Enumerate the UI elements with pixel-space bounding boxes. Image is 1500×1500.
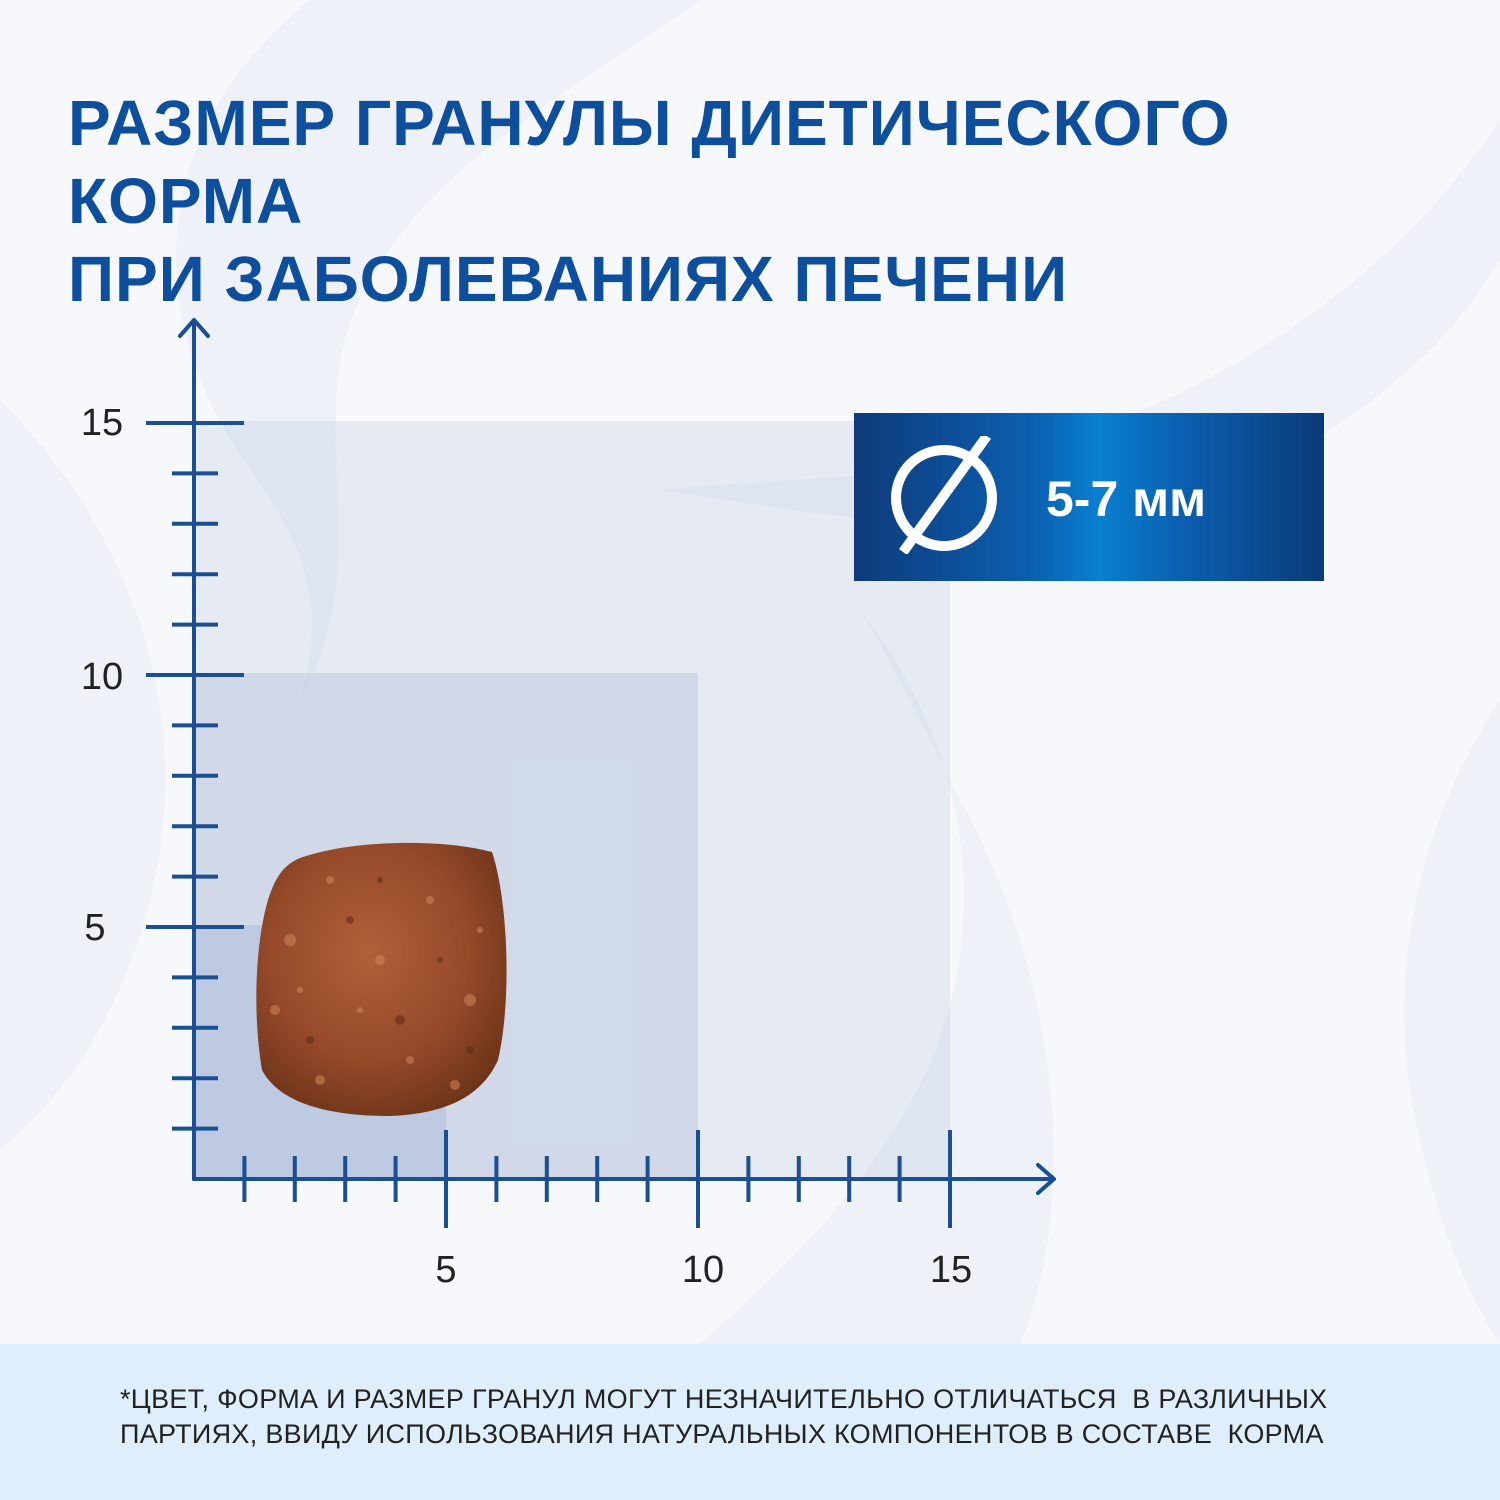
x-axis-ticks — [242, 1130, 952, 1228]
y-axis-ticks — [146, 421, 244, 1131]
x-tick-label-5: 5 — [435, 1249, 456, 1291]
x-tick-label-15: 15 — [930, 1249, 972, 1291]
diameter-badge — [854, 413, 1324, 581]
y-tick-label-10: 10 — [81, 656, 123, 698]
y-axis — [178, 318, 210, 1181]
diameter-value: 5-7 мм — [1046, 471, 1207, 527]
disclaimer-note: *ЦВЕТ, ФОРМА И РАЗМЕР ГРАНУЛ МОГУТ НЕЗНА… — [120, 1382, 1420, 1452]
x-axis — [192, 1163, 1056, 1195]
page-title: РАЗМЕР ГРАНУЛЫ ДИЕТИЧЕСКОГО КОРМА ПРИ ЗА… — [68, 84, 1468, 318]
size-scale-chart: 15 10 5 5 10 15 — [81, 318, 1056, 1291]
footer-band — [0, 1344, 1500, 1500]
kibble-pellet — [256, 842, 507, 1116]
disclaimer-line-1: *ЦВЕТ, ФОРМА И РАЗМЕР ГРАНУЛ МОГУТ НЕЗНА… — [120, 1384, 1328, 1414]
y-tick-label-15: 15 — [81, 402, 123, 444]
y-tick-label-5: 5 — [84, 907, 105, 949]
x-tick-label-10: 10 — [682, 1249, 724, 1291]
title-line-1: РАЗМЕР ГРАНУЛЫ ДИЕТИЧЕСКОГО КОРМА — [68, 87, 1231, 237]
title-line-2: ПРИ ЗАБОЛЕВАНИЯХ ПЕЧЕНИ — [68, 243, 1069, 315]
diameter-icon — [891, 436, 997, 554]
disclaimer-line-2: ПАРТИЯХ, ВВИДУ ИСПОЛЬЗОВАНИЯ НАТУРАЛЬНЫХ… — [120, 1419, 1324, 1449]
